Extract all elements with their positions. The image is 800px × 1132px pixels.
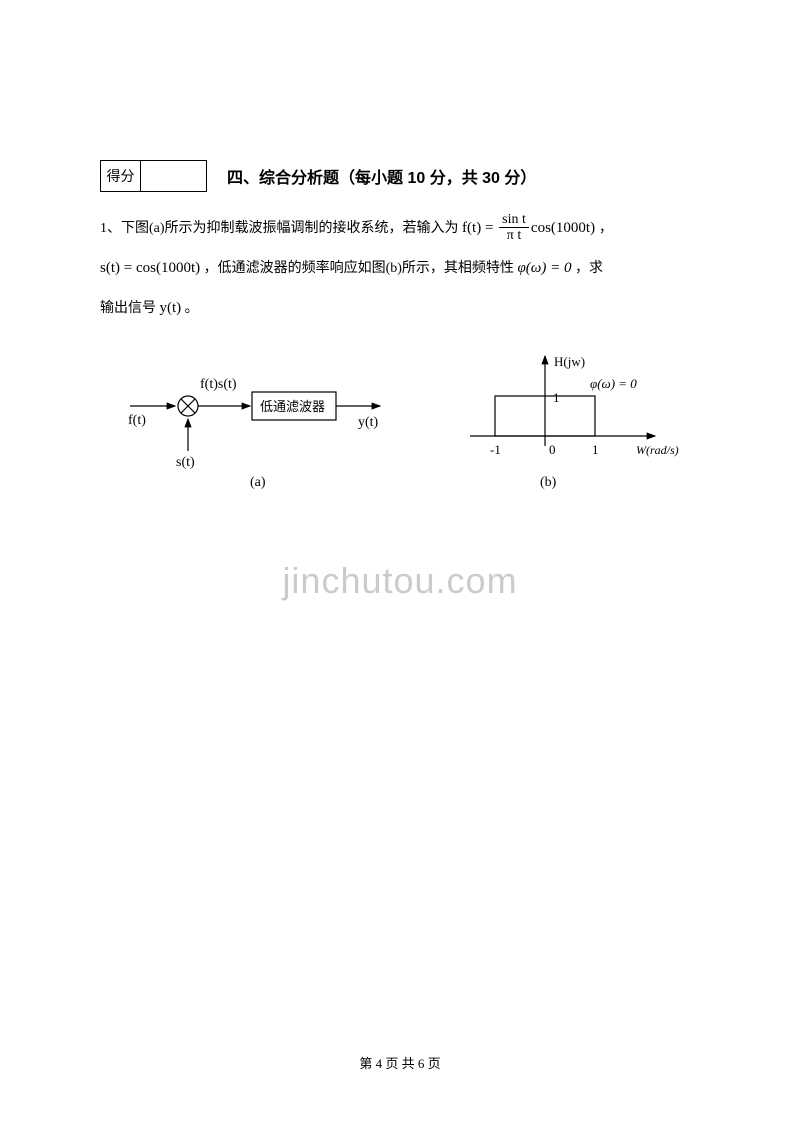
ft-equals: f(t) = xyxy=(462,220,497,236)
formula-phi: φ(ω) = 0 xyxy=(517,260,571,276)
label-yt: y(t) xyxy=(358,415,379,430)
label-fst: f(t)s(t) xyxy=(200,377,237,392)
line1-prefix: 1、下图(a)所示为抑制载波振幅调制的接收系统，若输入为 xyxy=(100,221,459,236)
tick-1: 1 xyxy=(592,442,599,457)
score-value-cell xyxy=(141,161,206,191)
line3-tail: 。 xyxy=(185,301,199,316)
tick-neg1: -1 xyxy=(490,442,501,457)
label-xaxis: W(rad/s) xyxy=(636,443,679,457)
section-title: 四、综合分析题（每小题 10 分，共 30 分） xyxy=(227,164,536,188)
problem-line-1: 1、下图(a)所示为抑制载波振幅调制的接收系统，若输入为 f(t) = sin … xyxy=(100,210,700,246)
formula-ft: f(t) = sin tπ tcos(1000t) xyxy=(462,220,599,236)
watermark: jinchutou.com xyxy=(282,560,517,602)
label-st: s(t) xyxy=(176,455,195,470)
formula-st: s(t) = cos(1000t) xyxy=(100,260,200,276)
diagrams-container: f(t) s(t) f(t)s(t) 低通滤波器 y(t) (a) H(jw) xyxy=(120,346,700,496)
diagram-a: f(t) s(t) f(t)s(t) 低通滤波器 y(t) (a) xyxy=(120,346,400,496)
filter-label: 低通滤波器 xyxy=(260,399,325,414)
frac-den: π t xyxy=(499,228,529,245)
line2-tail: ，求 xyxy=(575,261,603,276)
section-header-row: 得分 四、综合分析题（每小题 10 分，共 30 分） xyxy=(100,160,700,192)
label-ft: f(t) xyxy=(128,413,146,428)
score-box: 得分 xyxy=(100,160,207,192)
problem-line-2: s(t) = cos(1000t) ，低通滤波器的频率响应如图(b)所示，其相频… xyxy=(100,250,700,286)
page-footer: 第 4 页 共 6 页 xyxy=(359,1053,440,1072)
frac-num: sin t xyxy=(499,212,529,228)
line3-prefix: 输出信号 xyxy=(100,301,160,316)
line1-tail: ， xyxy=(599,221,613,236)
score-label: 得分 xyxy=(107,166,135,186)
cos-part: cos(1000t) xyxy=(531,220,595,236)
caption-a: (a) xyxy=(250,475,266,490)
fraction: sin tπ t xyxy=(499,212,529,245)
tick-0: 0 xyxy=(549,442,556,457)
caption-b: (b) xyxy=(540,475,557,490)
score-label-cell: 得分 xyxy=(101,161,141,191)
label-phi: φ(ω) = 0 xyxy=(590,376,637,391)
label-hjw: H(jw) xyxy=(554,354,585,369)
line2-mid: ，低通滤波器的频率响应如图(b)所示，其相频特性 xyxy=(204,261,518,276)
ytick-1: 1 xyxy=(553,390,560,405)
formula-yt: y(t) xyxy=(160,300,182,316)
diagram-b: H(jw) W(rad/s) φ(ω) = 0 -1 0 1 1 (b) xyxy=(450,346,690,496)
problem-line-3: 输出信号 y(t) 。 xyxy=(100,290,700,326)
